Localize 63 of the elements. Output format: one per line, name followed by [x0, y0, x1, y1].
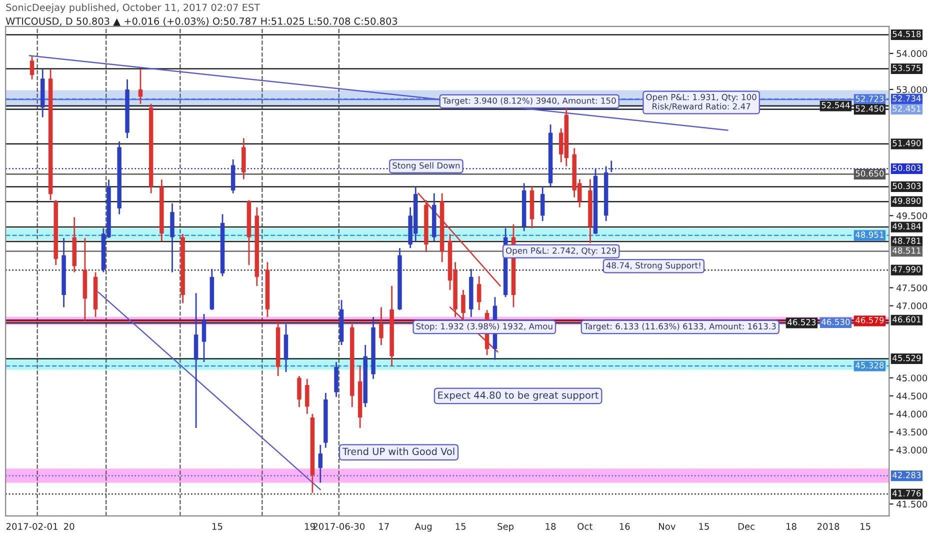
ref-line-label: 46.530 — [822, 318, 850, 326]
x-tick-label: 18 — [546, 523, 556, 530]
y-tick-label: 43.500 — [896, 428, 928, 436]
ref-line-label: 45.529 — [892, 354, 921, 362]
y-tick-label: 45.000 — [896, 374, 928, 382]
ref-line-label: 46.601 — [892, 316, 921, 323]
ref-line-label: 50.803 — [892, 164, 921, 172]
x-tick-label: 20 — [64, 523, 74, 530]
ref-line-label: 41.776 — [892, 490, 921, 496]
ref-line-label: 46.523 — [788, 319, 816, 326]
annotation: Trend UP with Good Vol — [342, 448, 454, 456]
x-tick-label: Sep — [498, 523, 514, 532]
ref-line-label: 48.951 — [856, 232, 884, 238]
ref-line-label: 50.303 — [892, 182, 921, 190]
x-tick-label: 16 — [620, 523, 630, 530]
y-tick-label: 47.500 — [896, 284, 928, 292]
annotation: Stong Sell Down — [392, 162, 460, 170]
chart-title: SonicDeejay published, October 11, 2017 02:07 EST — [6, 4, 260, 13]
x-tick-label: 15 — [699, 523, 709, 530]
annotation: Target: 3.940 (8.12%) 3940, Amount: 150 — [442, 97, 616, 106]
annotation: Open P&L: 1.931, Qty: 100 Risk/Reward Ratio: 2.47 — [646, 94, 756, 110]
annotation: Open P&L: 2.742, Qty: 129 — [506, 247, 616, 256]
ref-line-label: 53.575 — [892, 64, 921, 72]
y-tick-label: 54.000 — [896, 50, 928, 57]
x-tick-label: Nov — [658, 523, 676, 530]
ref-line-label: 52.450 — [856, 105, 884, 112]
ref-line-label: 46.579 — [856, 317, 884, 324]
y-tick-label: 43.000 — [896, 446, 928, 454]
x-tick-label: 15 — [860, 523, 870, 530]
ref-line-label: 52.723 — [856, 96, 884, 102]
annotation: Target: 6.133 (11.63%) 6133, Amount: 1613.3 — [584, 322, 776, 332]
x-tick-label: 15 — [212, 523, 222, 530]
y-tick-label: 41.500 — [896, 500, 928, 508]
ref-line-label: 47.990 — [892, 266, 921, 272]
ref-line-label: 48.781 — [892, 238, 921, 244]
y-tick-label: 53.000 — [896, 86, 928, 94]
ref-line-label: 52.544 — [822, 102, 850, 108]
x-tick-label: 2018 — [817, 523, 840, 530]
annotation: Expect 44.80 to be great support — [438, 391, 599, 401]
y-tick-label: 44.000 — [896, 410, 928, 418]
ref-line-label: 49.184 — [892, 223, 921, 230]
x-tick-label: 2017-02-01 — [6, 523, 58, 530]
y-tick-label: 47.000 — [896, 302, 928, 310]
chart-subtitle: WTICOUSD, D 50.803 ▲ +0.016 (+0.03%) O:50.787 H:51.025 L:50.708 C:50.803 — [6, 17, 398, 26]
y-tick-label: 44.500 — [896, 392, 928, 400]
ref-line-label: 52.734 — [892, 95, 921, 102]
annotation: Stop: 1.932 (3.98%) 1932, Amou — [416, 322, 552, 332]
x-tick-label: 18 — [786, 523, 796, 530]
ref-line-label: 50.650 — [856, 170, 884, 177]
ref-line-label: 42.283 — [892, 472, 921, 478]
ref-line-label: 52.451 — [892, 105, 921, 112]
ref-line-label: 48.511 — [892, 247, 921, 254]
x-tick-label: Dec — [738, 523, 754, 530]
ref-line-label: 49.890 — [892, 198, 921, 204]
ref-line-label: 54.518 — [892, 30, 921, 38]
x-tick-label: Oct — [578, 523, 593, 530]
x-tick-label: Aug — [414, 523, 432, 532]
y-tick-label: 49.500 — [896, 212, 928, 220]
x-tick-label: 15 — [456, 523, 466, 530]
annotation: 48.74, Strong Support! — [606, 262, 700, 270]
ref-line-label: 45.328 — [856, 362, 884, 368]
ref-line-label: 51.490 — [892, 140, 921, 146]
x-tick-label: 17 — [379, 523, 389, 530]
